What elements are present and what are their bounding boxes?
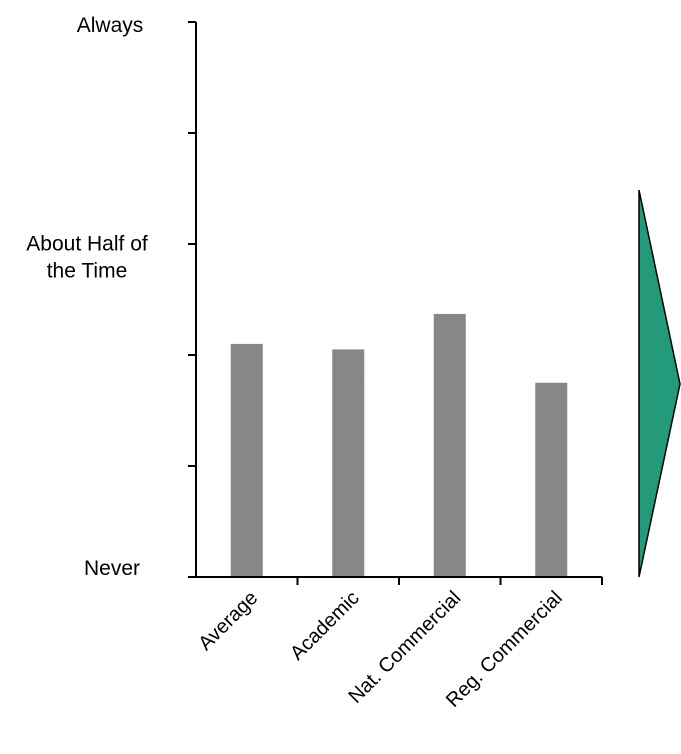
bar <box>230 343 263 577</box>
bar <box>535 382 568 577</box>
right-arrow-icon <box>638 189 681 578</box>
axes-group <box>188 21 603 585</box>
y-tick-label: Always <box>77 14 144 37</box>
category-label: Average <box>194 587 262 655</box>
bars-group <box>230 313 572 577</box>
bar <box>332 349 365 577</box>
y-tick-label: Never <box>84 557 140 580</box>
category-label: Academic <box>286 587 364 665</box>
y-tick-label: About Half of the Time <box>26 233 148 283</box>
y-tick-labels: Never About Half of the Time Always <box>26 14 148 580</box>
bar <box>433 313 466 577</box>
